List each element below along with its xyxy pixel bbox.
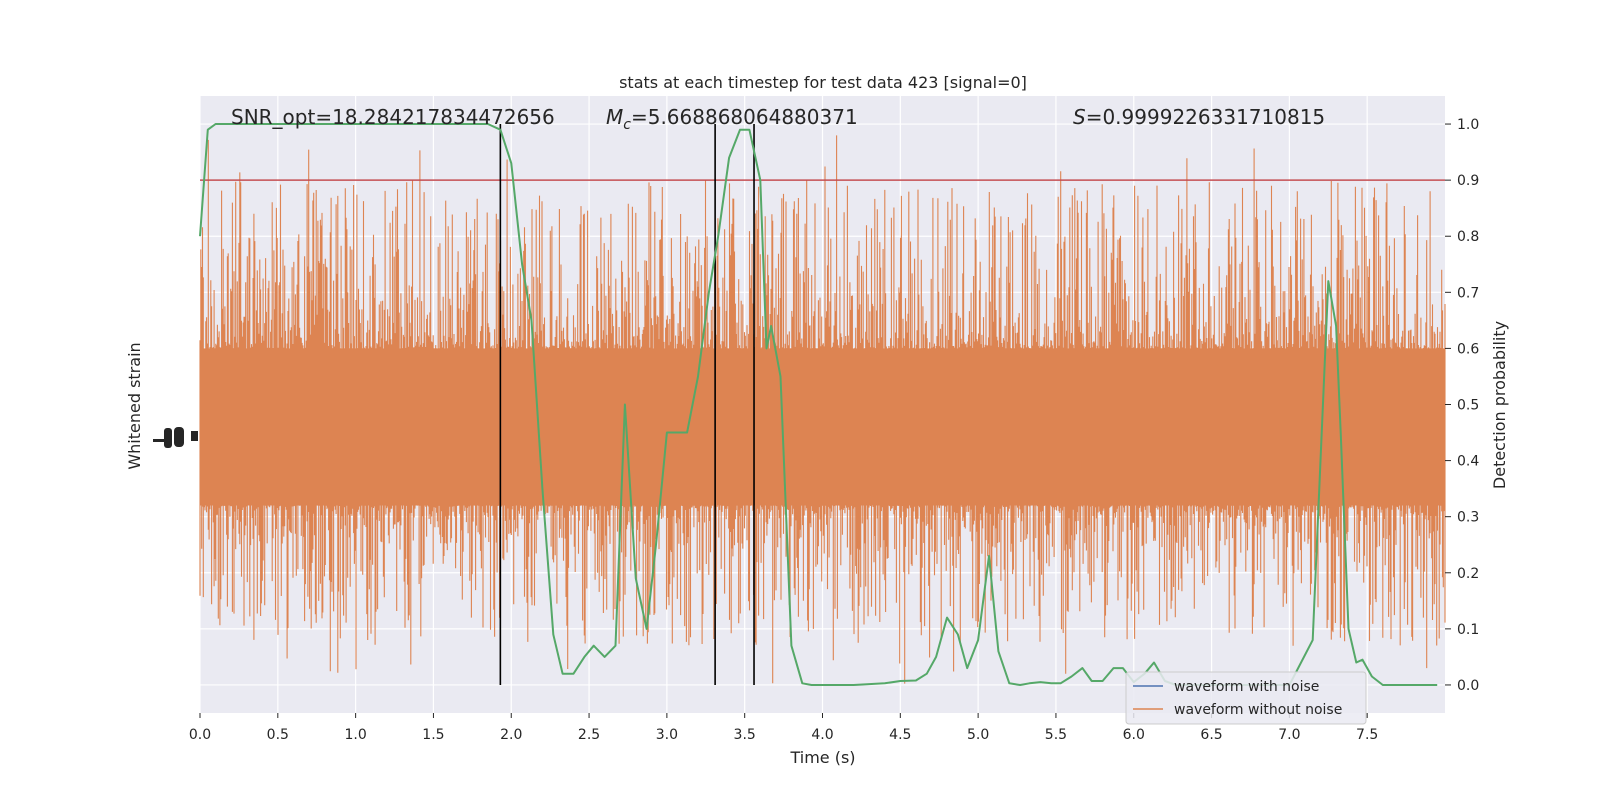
y-tick-label: 0.3: [1457, 510, 1479, 526]
y-tick-label: 0.7: [1457, 285, 1479, 301]
x-tick-label: 5.5: [1045, 727, 1067, 743]
x-tick-label: 2.5: [578, 727, 600, 743]
left-axis-label: Whitened strain: [125, 342, 144, 469]
s-symbol: S: [1073, 105, 1086, 129]
s-annotation: S=0.9999226331710815: [1073, 105, 1325, 129]
x-tick-label: 6.0: [1123, 727, 1145, 743]
legend: waveform with noise waveform without noi…: [1125, 671, 1367, 725]
chirp-mass-value: =5.668868064880371: [631, 105, 858, 129]
x-tick-label: 6.5: [1200, 727, 1222, 743]
x-tick-label: 1.5: [422, 727, 444, 743]
y-tick-label: 0.4: [1457, 454, 1479, 470]
x-tick-label: 4.0: [811, 727, 833, 743]
snr-annotation: SNR_opt=18.284217834472656: [231, 105, 555, 129]
y-tick-label: 0.0: [1457, 678, 1479, 694]
x-tick-label: 3.5: [734, 727, 756, 743]
vertical-markers: [499, 124, 755, 685]
legend-label-with-noise: waveform with noise: [1174, 679, 1319, 695]
x-tick-label: 7.5: [1356, 727, 1378, 743]
y-tick-label: 1.0: [1457, 117, 1479, 133]
y-tick-label: 0.9: [1457, 173, 1479, 189]
x-axis-label: Time (s): [789, 748, 855, 767]
legend-box: [1125, 671, 1367, 725]
right-axis-label: Detection probability: [1490, 321, 1509, 489]
chart-title: stats at each timestep for test data 423…: [619, 73, 1027, 92]
chirp-mass-symbol: M: [606, 105, 623, 129]
y-tick-label: 0.6: [1457, 341, 1479, 357]
y-tick-label: 0.5: [1457, 398, 1479, 414]
waveform-without-noise-series: [199, 135, 1446, 684]
x-tick-label: 7.0: [1278, 727, 1300, 743]
chirp-mass-subscript: c: [623, 117, 631, 133]
right-axis-ticks: 0.0 0.1 0.2 0.3 0.4 0.5 0.6 0.7 0.8 0.9 1.0: [1445, 117, 1479, 694]
x-tick-label: 0.5: [267, 727, 289, 743]
s-value: =0.9999226331710815: [1086, 105, 1325, 129]
y-tick-label: 0.1: [1457, 622, 1479, 638]
x-axis-ticks: 0.0 0.5 1.0 1.5 2.0 2.5 3.0 3.5 4.0 4.5 5.0 5.5 6.0 6…: [189, 713, 1378, 743]
y-tick-label: 0.8: [1457, 229, 1479, 245]
x-tick-label: 3.0: [656, 727, 678, 743]
x-tick-label: 0.0: [189, 727, 211, 743]
x-tick-label: 5.0: [967, 727, 989, 743]
legend-label-without-noise: waveform without noise: [1174, 702, 1342, 718]
x-tick-label: 4.5: [889, 727, 911, 743]
chirp-mass-annotation: Mc=5.668868064880371: [606, 105, 858, 133]
x-tick-label: 2.0: [500, 727, 522, 743]
left-axis-tick-marks: [153, 427, 198, 448]
y-tick-label: 0.2: [1457, 566, 1479, 582]
x-tick-label: 1.0: [344, 727, 366, 743]
